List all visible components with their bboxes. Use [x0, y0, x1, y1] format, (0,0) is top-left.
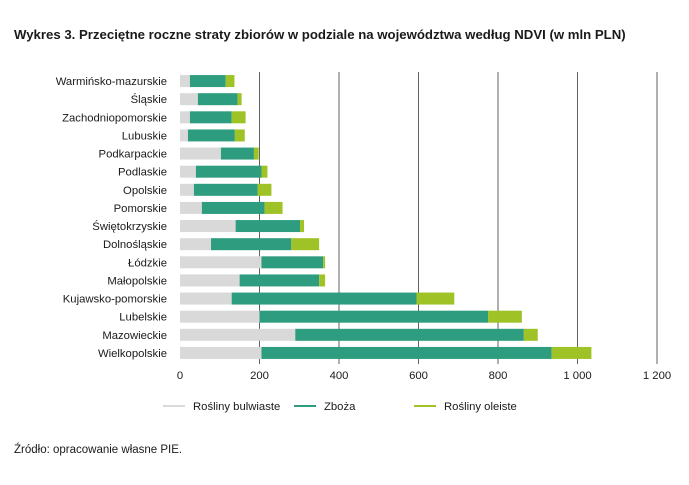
bar-segment [180, 274, 240, 287]
bar-segment [180, 201, 202, 214]
bar-segment [180, 165, 196, 178]
bar-segment [253, 147, 259, 160]
bar-segment [180, 238, 212, 251]
bar-segment [220, 147, 254, 160]
bar-segment [180, 256, 262, 269]
bar-segment [237, 93, 242, 106]
bars [180, 75, 592, 359]
bar-segment [259, 310, 489, 323]
category-label: Opolskie [123, 185, 167, 197]
bar-segment [231, 111, 246, 124]
bar-segment [234, 129, 245, 142]
bar-segment [323, 256, 326, 269]
chart-title: Wykres 3. Przeciętne roczne straty zbior… [14, 27, 626, 42]
category-label: Lubelskie [119, 312, 167, 324]
x-tick-label: 400 [330, 370, 349, 382]
bar-segment [195, 165, 262, 178]
category-label: Wielkopolskie [98, 348, 167, 360]
bar-segment [319, 274, 326, 287]
source-note: Źródło: opracowanie własne PIE. [14, 444, 183, 456]
x-axis-tick-labels: 0 200 400 600 800 1 000 1 200 [177, 370, 671, 382]
category-label: Śląskie [131, 93, 167, 106]
category-label: Podlaskie [118, 167, 167, 179]
bar-segment [488, 310, 522, 323]
legend-label: Zboża [324, 401, 356, 413]
bar-segment [180, 129, 188, 142]
x-tick-label: 600 [409, 370, 428, 382]
legend-label: Rośliny oleiste [444, 401, 517, 413]
legend: Rośliny bulwiaste Zboża Rośliny oleiste [163, 401, 517, 413]
bar-segment [257, 183, 272, 196]
legend-label: Rośliny bulwiaste [193, 401, 280, 413]
category-label: Świętokrzyskie [92, 220, 167, 233]
bar-segment [193, 183, 258, 196]
bar-segment [189, 111, 232, 124]
category-label: Łódzkie [128, 257, 167, 269]
category-label: Podkarpackie [99, 149, 167, 161]
x-tick-label: 1 000 [563, 370, 591, 382]
bar-segment [187, 129, 235, 142]
category-label: Warmińsko-mazurskie [56, 76, 167, 88]
bar-segment [261, 256, 324, 269]
bar-segment [201, 201, 265, 214]
x-tick-label: 200 [250, 370, 269, 382]
bar-segment [180, 346, 262, 359]
bar-segment [225, 75, 235, 88]
bar-segment [295, 328, 524, 341]
bar-segment [180, 75, 190, 88]
bar-segment [231, 292, 417, 305]
bar-segment [211, 238, 292, 251]
bar-segment [523, 328, 538, 341]
bar-segment [180, 183, 194, 196]
bar-segment [180, 93, 198, 106]
category-label: Dolnośląskie [103, 239, 167, 251]
bar-segment [180, 292, 232, 305]
category-label: Kujawsko-pomorskie [63, 294, 167, 306]
bar-segment [180, 310, 260, 323]
bar-segment [300, 220, 305, 233]
bar-segment [197, 93, 238, 106]
bar-segment [189, 75, 226, 88]
bar-segment [261, 346, 552, 359]
bar-segment [551, 346, 592, 359]
x-tick-label: 0 [177, 370, 183, 382]
category-label: Lubuskie [122, 130, 167, 142]
bar-segment [180, 147, 221, 160]
category-labels: Warmińsko-mazurskie Śląskie Zachodniopomor… [56, 76, 167, 360]
category-label: Pomorskie [114, 203, 167, 215]
bar-segment [180, 328, 296, 341]
bar-segment [264, 201, 283, 214]
bar-segment [261, 165, 268, 178]
x-tick-label: 1 200 [643, 370, 671, 382]
bar-segment [291, 238, 320, 251]
bar-segment [235, 220, 301, 233]
bar-segment [180, 111, 190, 124]
category-label: Zachodniopomorskie [62, 112, 167, 124]
bar-segment [416, 292, 455, 305]
category-label: Mazowieckie [102, 330, 167, 342]
x-tick-label: 800 [489, 370, 508, 382]
category-label: Małopolskie [107, 275, 167, 287]
bar-segment [239, 274, 320, 287]
bar-segment [180, 220, 236, 233]
